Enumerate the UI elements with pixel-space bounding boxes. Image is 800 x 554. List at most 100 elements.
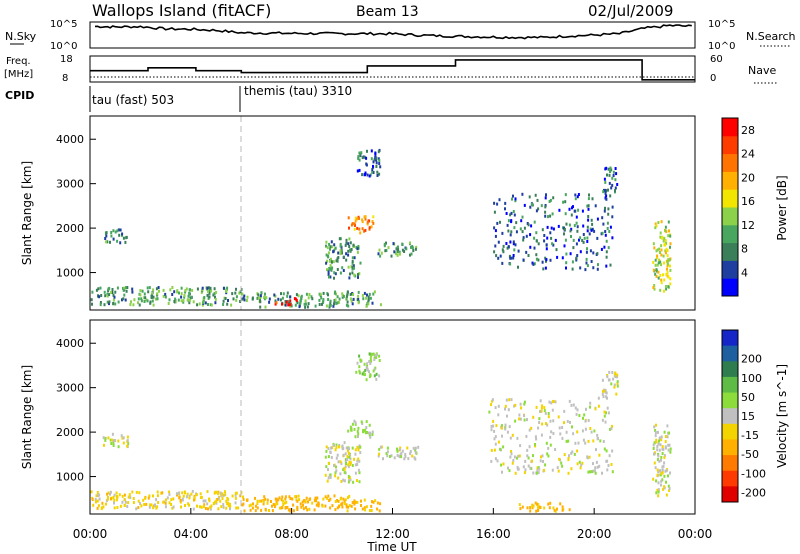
vel-cells-cell (213, 491, 216, 495)
vel-cells-cell (172, 497, 175, 501)
power-cells-cell (110, 231, 113, 234)
vel-cells-cell (340, 479, 343, 483)
power-cells-cell (155, 297, 157, 301)
vel-cells-cell (603, 414, 606, 418)
power-cells-cell (663, 236, 666, 240)
power-cells-cell (592, 266, 595, 270)
power-cells-cell (578, 238, 580, 242)
vel-cells-cell (614, 375, 617, 379)
vel-cells-cell (550, 401, 553, 405)
power-cells-cell (521, 192, 524, 196)
vel-cells-cell (587, 439, 590, 443)
power-cells-cell (361, 227, 364, 231)
vel-cells-cell (543, 506, 546, 510)
vel-cells-cell (150, 503, 153, 507)
power-cells-cell (121, 298, 123, 302)
power-cells-cell (338, 237, 341, 241)
vel-cells-cell (356, 479, 358, 483)
vel-cells-cell (343, 441, 346, 445)
power-cells-cell (591, 222, 594, 226)
vel-cells-cell (602, 440, 605, 443)
vel-cells-cell (98, 497, 101, 501)
power-cells-cell (188, 298, 191, 302)
vel-cells-cell (378, 509, 381, 513)
power-cells-cell (565, 222, 568, 226)
vel-cells-cell (152, 504, 155, 508)
vel-cells-cell (226, 496, 229, 500)
vel-cells-cell (505, 398, 508, 402)
power-cells-cell (497, 240, 500, 244)
power-cells-cell (331, 266, 334, 270)
power-cells-cell (180, 292, 183, 296)
power-cells-cell (612, 174, 615, 177)
vel-cells-cell (605, 411, 607, 415)
power-cells-cell (106, 240, 109, 244)
power-cells-cell (263, 295, 266, 299)
vel-cells-cell (294, 495, 297, 499)
power-cells-cell (363, 291, 366, 295)
vel-cells-cell (575, 412, 578, 416)
power-cells-cell (551, 212, 554, 216)
vel-cells-cell (359, 371, 361, 375)
power-cells-cell (338, 297, 341, 301)
power-cells-cell (256, 296, 259, 300)
vel-cells-cell (494, 442, 497, 446)
power-cells-cell (137, 297, 140, 301)
vel-cells-cell (365, 426, 368, 429)
vel-cells-cell (396, 453, 399, 457)
power-colorbar-segment (722, 224, 738, 244)
vel-cells-cell (500, 463, 503, 467)
vel-cells-cell (526, 506, 529, 510)
vel-cells-cell (321, 504, 324, 508)
vel-cells-cell (333, 443, 335, 447)
vel-cells-cell (338, 445, 341, 449)
power-cells-cell (497, 256, 500, 260)
vel-cells-cell (308, 507, 311, 511)
power-cells-cell (597, 263, 599, 267)
vel-cells-cell (226, 502, 229, 506)
vel-cells-cell (175, 492, 178, 496)
power-cells-cell (119, 228, 122, 232)
vel-cells-cell (106, 497, 109, 501)
vel-cells-cell (346, 455, 349, 459)
vel-cells-cell (510, 452, 513, 456)
vel-cells-cell (501, 434, 503, 438)
vel-cells-cell (364, 428, 367, 432)
power-cells-cell (347, 249, 350, 253)
vel-cells-cell (659, 469, 662, 473)
power-cells-cell (341, 266, 344, 270)
power-cells-cell (499, 254, 502, 258)
vel-cells-cell (508, 469, 511, 473)
power-cells-cell (657, 261, 660, 265)
power-cells-cell (587, 207, 590, 211)
power-cells-cell (342, 294, 345, 298)
vel-cells-cell (281, 495, 284, 499)
vel-cells-cell (656, 488, 659, 492)
vel-cells-cell (113, 493, 116, 497)
power-cells-cell (587, 218, 590, 222)
power-cells-cell (372, 221, 375, 225)
power-cells-cell (222, 299, 225, 303)
vel-cells-cell (104, 437, 107, 440)
vel-cells-cell (606, 406, 609, 410)
vel-cells-cell (497, 404, 500, 408)
vel-cells-cell (551, 468, 554, 472)
power-cells-cell (655, 249, 658, 253)
power-cells-cell (362, 297, 365, 301)
vel-cells-cell (508, 398, 511, 402)
vel-cells-cell (354, 452, 357, 456)
power-cells-cell (356, 250, 359, 254)
power-cells-cell (185, 287, 188, 291)
vel-cells-cell (366, 368, 369, 372)
vel-cells-cell (665, 480, 667, 484)
vel-cells-cell (497, 413, 500, 417)
vel-cells-cell (508, 425, 511, 429)
power-cells-cell (662, 273, 664, 277)
power-cells-cell (591, 197, 594, 201)
vel-cells-cell (260, 508, 263, 512)
cpid-label: CPID (5, 89, 34, 102)
power-cells-cell (512, 242, 515, 246)
power-cells-cell (152, 288, 155, 292)
vel-cells-cell (124, 500, 127, 504)
